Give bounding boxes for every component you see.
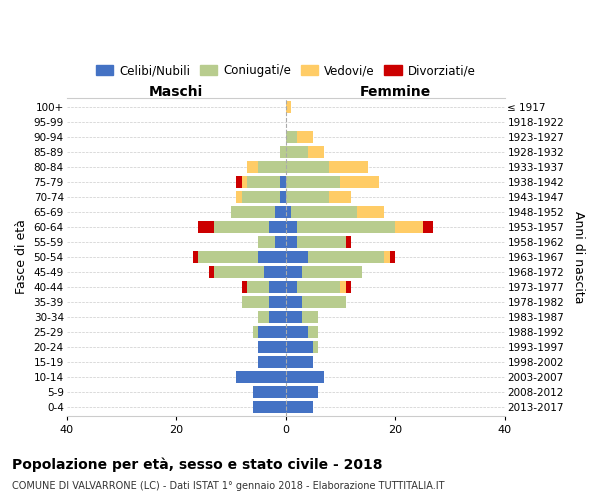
Bar xyxy=(247,176,280,188)
Bar xyxy=(247,161,258,173)
Bar xyxy=(193,251,198,263)
Bar xyxy=(286,131,296,143)
Bar xyxy=(269,311,286,323)
Bar xyxy=(296,281,340,293)
Bar xyxy=(329,191,352,203)
Bar xyxy=(258,356,286,368)
Bar xyxy=(384,251,389,263)
Bar xyxy=(247,281,269,293)
Bar xyxy=(286,161,329,173)
Bar xyxy=(280,191,286,203)
Bar xyxy=(291,206,357,218)
Bar xyxy=(346,236,352,248)
Text: COMUNE DI VALVARRONE (LC) - Dati ISTAT 1° gennaio 2018 - Elaborazione TUTTITALIA: COMUNE DI VALVARRONE (LC) - Dati ISTAT 1… xyxy=(12,481,445,491)
Bar xyxy=(395,221,422,233)
Bar xyxy=(302,266,362,278)
Bar xyxy=(280,146,286,158)
Bar xyxy=(264,266,286,278)
Bar xyxy=(286,401,313,413)
Bar xyxy=(242,281,247,293)
Bar xyxy=(286,176,340,188)
Bar xyxy=(280,176,286,188)
Bar xyxy=(302,311,319,323)
Bar xyxy=(308,251,384,263)
Bar xyxy=(258,251,286,263)
Bar xyxy=(422,221,433,233)
Bar xyxy=(286,101,291,113)
Bar xyxy=(275,236,286,248)
Bar xyxy=(258,326,286,338)
Bar xyxy=(329,161,368,173)
Text: Femmine: Femmine xyxy=(359,86,431,100)
Bar xyxy=(209,266,214,278)
Bar xyxy=(269,296,286,308)
Bar xyxy=(198,251,258,263)
Bar xyxy=(236,371,286,383)
Bar xyxy=(253,386,286,398)
Bar xyxy=(236,176,242,188)
Bar xyxy=(286,341,313,353)
Bar xyxy=(286,146,308,158)
Bar xyxy=(286,191,329,203)
Bar xyxy=(286,206,291,218)
Bar xyxy=(302,296,346,308)
Bar xyxy=(258,161,286,173)
Bar xyxy=(286,371,324,383)
Bar xyxy=(231,206,275,218)
Bar xyxy=(236,191,242,203)
Bar xyxy=(296,131,313,143)
Bar xyxy=(253,401,286,413)
Bar xyxy=(275,206,286,218)
Bar xyxy=(357,206,384,218)
Bar xyxy=(296,236,346,248)
Bar xyxy=(269,221,286,233)
Bar xyxy=(242,191,280,203)
Bar xyxy=(296,221,395,233)
Bar xyxy=(286,236,296,248)
Bar xyxy=(286,356,313,368)
Bar xyxy=(286,296,302,308)
Bar xyxy=(214,266,264,278)
Legend: Celibi/Nubili, Coniugati/e, Vedovi/e, Divorziati/e: Celibi/Nubili, Coniugati/e, Vedovi/e, Di… xyxy=(91,60,481,82)
Bar xyxy=(308,326,319,338)
Bar xyxy=(286,251,308,263)
Bar xyxy=(253,326,258,338)
Bar xyxy=(258,236,275,248)
Bar xyxy=(286,266,302,278)
Bar xyxy=(346,281,352,293)
Bar xyxy=(308,146,324,158)
Bar xyxy=(286,281,296,293)
Bar xyxy=(242,296,269,308)
Bar xyxy=(214,221,269,233)
Bar xyxy=(340,281,346,293)
Bar xyxy=(389,251,395,263)
Bar xyxy=(198,221,214,233)
Bar xyxy=(258,341,286,353)
Bar xyxy=(313,341,319,353)
Bar xyxy=(242,176,247,188)
Bar xyxy=(258,311,269,323)
Bar xyxy=(269,281,286,293)
Bar xyxy=(286,311,302,323)
Bar xyxy=(340,176,379,188)
Bar xyxy=(286,326,308,338)
Text: Popolazione per età, sesso e stato civile - 2018: Popolazione per età, sesso e stato civil… xyxy=(12,458,383,472)
Text: Maschi: Maschi xyxy=(149,86,203,100)
Bar xyxy=(286,221,296,233)
Y-axis label: Fasce di età: Fasce di età xyxy=(15,220,28,294)
Y-axis label: Anni di nascita: Anni di nascita xyxy=(572,210,585,303)
Bar xyxy=(286,386,319,398)
